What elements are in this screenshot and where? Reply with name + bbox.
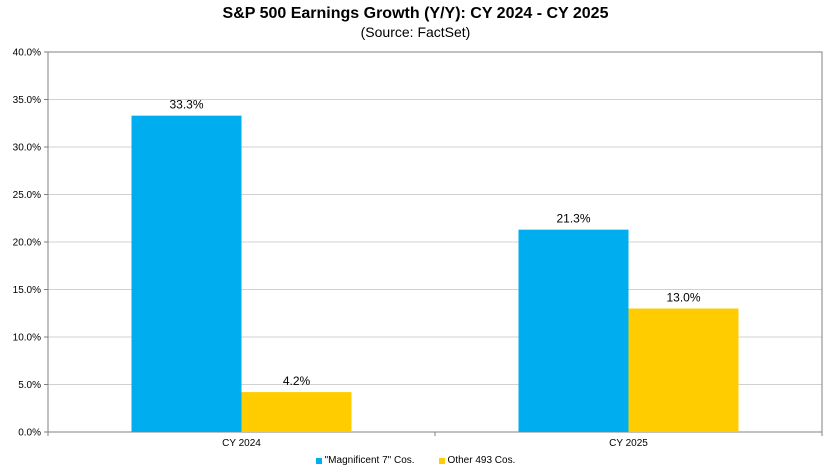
bar-magnificent-7-cy-2025 (518, 229, 629, 432)
y-tick-label: 0.0% (18, 428, 41, 439)
y-tick-label: 5.0% (18, 380, 41, 391)
y-tick-label: 10.0% (13, 333, 41, 344)
bar-other-493-cy-2024 (241, 392, 352, 432)
legend: "Magnificent 7" Cos. Other 493 Cos. (0, 455, 831, 467)
data-label: 21.3% (556, 212, 590, 226)
legend-swatch-magnificent-7 (315, 458, 322, 464)
x-category-label: CY 2024 (222, 438, 261, 449)
y-tick-label: 35.0% (13, 95, 41, 106)
y-tick-label: 20.0% (13, 238, 41, 249)
legend-item-magnificent-7: "Magnificent 7" Cos. (315, 455, 415, 467)
legend-swatch-other-493 (438, 458, 445, 464)
chart-subtitle: (Source: FactSet) (360, 24, 471, 40)
y-tick-label: 40.0% (13, 48, 41, 59)
y-tick-label: 25.0% (13, 190, 41, 201)
data-label: 4.2% (283, 374, 311, 388)
bar-other-493-cy-2025 (628, 308, 739, 432)
x-category-label: CY 2025 (609, 438, 648, 449)
y-tick-label: 30.0% (13, 143, 41, 154)
bar-magnificent-7-cy-2024 (131, 115, 242, 433)
legend-label-magnificent-7: "Magnificent 7" Cos. (324, 455, 415, 466)
data-label: 13.0% (666, 291, 700, 305)
legend-item-other-493: Other 493 Cos. (438, 455, 516, 467)
y-tick-label: 15.0% (13, 285, 41, 296)
legend-label-other-493: Other 493 Cos. (447, 455, 516, 466)
chart-title: S&P 500 Earnings Growth (Y/Y): CY 2024 -… (222, 5, 609, 22)
data-label: 33.3% (169, 98, 203, 112)
